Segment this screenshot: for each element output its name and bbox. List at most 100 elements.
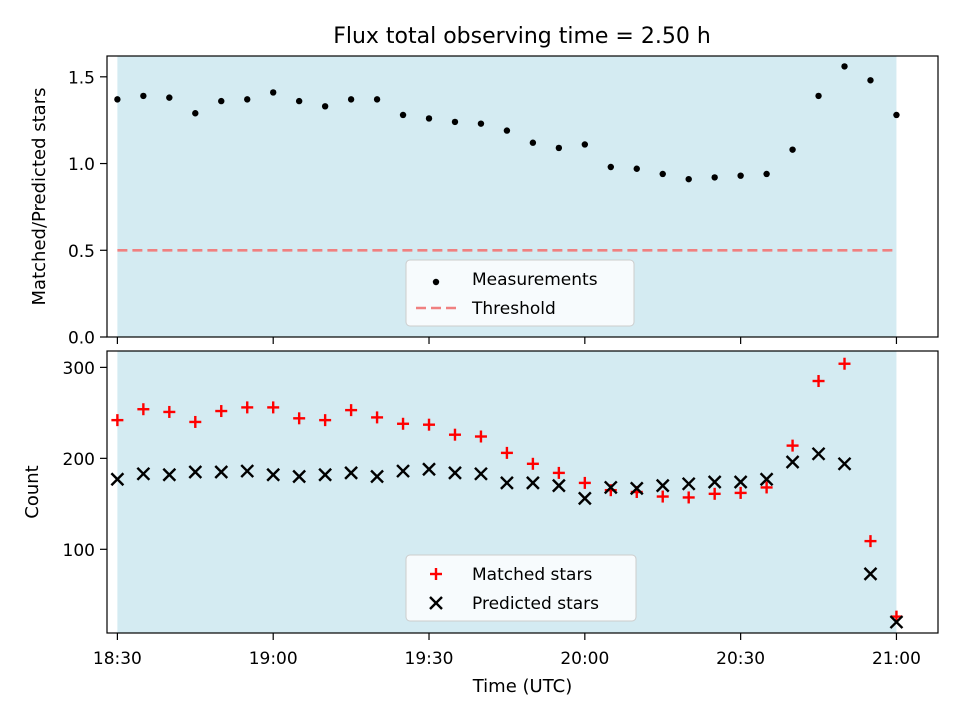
measurements-point xyxy=(815,92,822,100)
measurements-point xyxy=(321,103,329,110)
measurements-point xyxy=(581,141,589,148)
predicted-stars-point xyxy=(526,476,540,490)
measurements-point xyxy=(607,163,614,171)
predicted-stars-point xyxy=(396,464,410,478)
legend-label: Predicted stars xyxy=(472,594,599,614)
measurements-point xyxy=(140,92,147,100)
matched-stars-point xyxy=(163,405,176,418)
y-tick-label: 200 xyxy=(63,450,95,470)
measurements-point xyxy=(893,111,900,119)
predicted-stars-point xyxy=(240,464,255,478)
count-panel: 100 200 300 18:30 19:00 19:30 20:00 20:30 21:00… xyxy=(22,350,939,697)
measurements-point xyxy=(763,170,770,178)
matched-stars-point xyxy=(864,535,877,548)
predicted-stars-point xyxy=(474,466,488,481)
legend-box xyxy=(405,554,637,622)
predicted-stars-point xyxy=(552,478,566,493)
predicted-stars-point xyxy=(292,469,307,484)
ratio-panel: 0.0 0.5 1.0 1.5 Matched/Predicted stars Mea… xyxy=(29,55,939,349)
predicted-stars-point xyxy=(266,467,281,482)
matched-stars-point xyxy=(708,487,721,500)
measurements-point xyxy=(295,97,303,105)
matched-stars-point xyxy=(578,476,591,489)
predicted-stars-point xyxy=(863,567,878,581)
measurements-point xyxy=(244,96,251,103)
legend: Matched stars Predicted stars xyxy=(405,554,637,622)
measurements-point xyxy=(114,96,121,103)
matched-stars-point xyxy=(786,439,799,452)
y-tick-label: 100 xyxy=(63,541,95,561)
matched-stars-point xyxy=(345,404,358,417)
measurements-point xyxy=(503,127,511,134)
measurements-point xyxy=(737,172,744,179)
matched-stars-point xyxy=(215,405,228,418)
legend: Measurements Threshold xyxy=(405,259,635,327)
measurements-point xyxy=(711,174,718,181)
measurements-point xyxy=(192,110,199,117)
matched-stars-point xyxy=(371,411,384,424)
predicted-stars-point xyxy=(655,478,670,493)
y-tick-label: 300 xyxy=(63,359,95,379)
predicted-stars-point xyxy=(318,467,332,482)
legend-box xyxy=(405,259,635,327)
predicted-stars-point xyxy=(344,466,358,480)
measurements-point xyxy=(841,63,848,70)
matched-stars-point xyxy=(448,428,461,441)
legend-handle xyxy=(429,596,443,610)
predicted-stars-point xyxy=(759,472,774,487)
predicted-stars-point xyxy=(448,466,462,480)
predicted-stars-point xyxy=(422,462,436,477)
measurements-point xyxy=(451,118,459,126)
measurements-point xyxy=(789,146,796,153)
predicted-stars-point xyxy=(681,476,696,491)
y-tick-label: 0.5 xyxy=(68,242,95,262)
x-tick-label: 21:00 xyxy=(872,649,921,669)
predicted-stars-point xyxy=(136,466,151,481)
measurements-point xyxy=(270,89,277,96)
count-points xyxy=(110,357,904,629)
legend-label: Threshold xyxy=(471,299,556,319)
predicted-stars-point xyxy=(889,615,904,629)
matched-stars-point xyxy=(682,491,695,504)
matched-stars-point xyxy=(137,403,150,416)
measurements-point xyxy=(218,97,225,105)
predicted-stars-point xyxy=(500,476,514,490)
predicted-stars-point xyxy=(785,455,800,469)
matched-stars-point xyxy=(734,486,747,499)
measurements-point xyxy=(529,139,537,146)
measurements-point xyxy=(555,144,563,152)
predicted-stars-point xyxy=(603,480,618,495)
measurements-point xyxy=(425,115,433,122)
y-axis-label: Matched/Predicted stars xyxy=(29,88,50,306)
matched-stars-point xyxy=(552,466,565,479)
predicted-stars-point xyxy=(188,465,203,479)
measurements-point xyxy=(399,111,407,119)
matched-stars-point xyxy=(526,457,539,470)
matched-stars-point xyxy=(500,446,513,459)
measurements-point xyxy=(166,94,173,101)
predicted-stars-point xyxy=(370,469,384,484)
y-tick-label: 1.5 xyxy=(68,68,95,88)
chart-title: Flux total observing time = 2.50 h xyxy=(333,24,711,49)
predicted-stars-point xyxy=(733,475,748,489)
plot-frame xyxy=(106,55,939,338)
measurement-points xyxy=(114,63,900,183)
predicted-stars-point xyxy=(707,475,722,489)
measurements-point xyxy=(373,96,381,103)
matched-stars-point xyxy=(760,481,773,494)
matched-stars-point xyxy=(241,401,254,414)
x-tick-label: 20:30 xyxy=(716,649,765,669)
matched-stars-point xyxy=(423,418,436,431)
x-tick-label: 19:30 xyxy=(405,649,454,669)
measurements-point xyxy=(867,77,874,84)
x-tick-label: 20:00 xyxy=(560,649,609,669)
measurements-point xyxy=(633,165,640,172)
x-tick-label: 18:30 xyxy=(93,649,142,669)
matched-stars-point xyxy=(838,357,851,370)
y-tick-label: 0.0 xyxy=(68,329,95,349)
x-axis-label: Time (UTC) xyxy=(472,676,573,697)
predicted-stars-point xyxy=(811,446,826,461)
matched-stars-point xyxy=(267,401,280,414)
y-tick-label: 1.0 xyxy=(68,155,95,175)
